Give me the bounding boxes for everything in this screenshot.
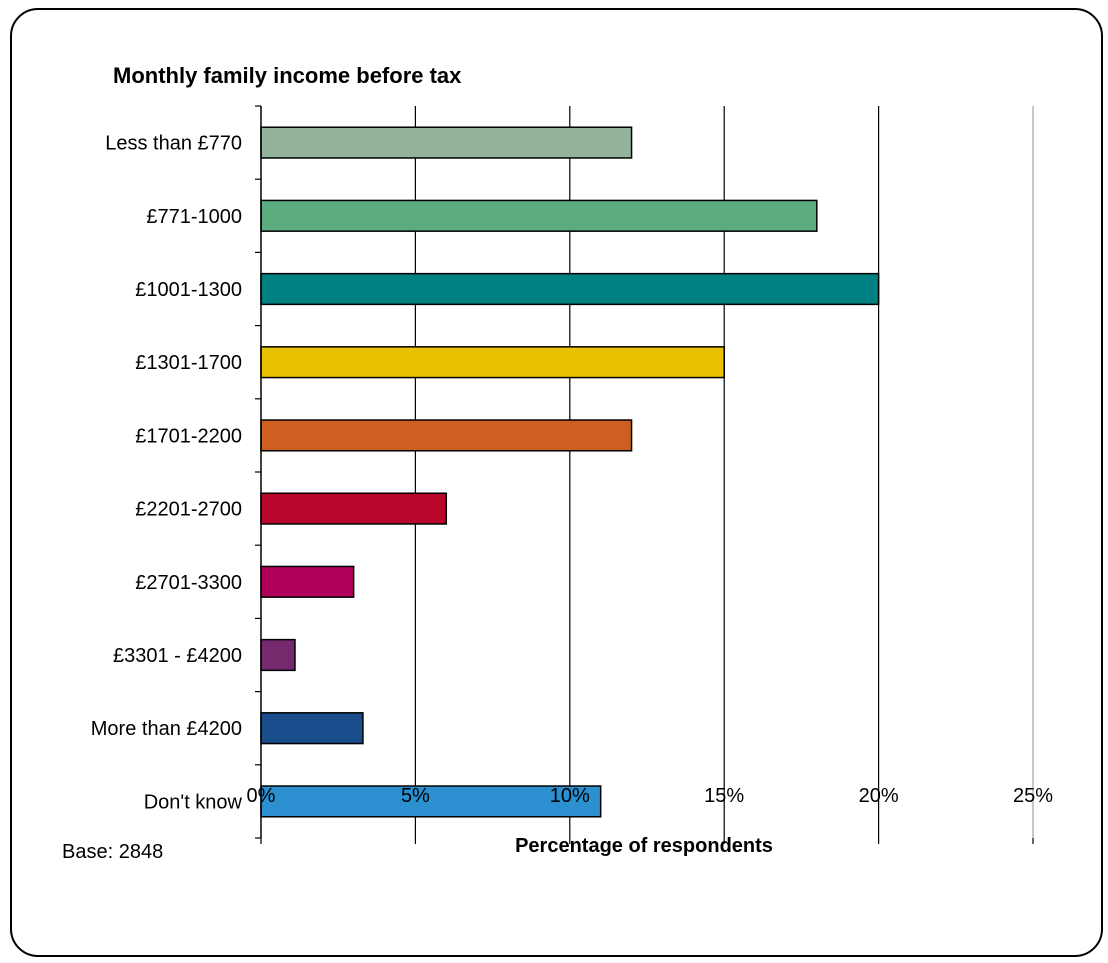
category-label: Less than £770 <box>105 133 242 155</box>
bar <box>260 712 364 745</box>
bar <box>260 565 355 598</box>
bar <box>260 346 725 379</box>
category-label: More than £4200 <box>91 718 242 740</box>
category-label: £2201-2700 <box>135 499 242 521</box>
bar <box>260 419 633 452</box>
x-tick-label: 10% <box>550 785 590 807</box>
category-labels: Less than £770 £771-1000 £1001-1300 £1301-1… <box>91 133 243 814</box>
bar <box>260 492 448 525</box>
chart-title: Monthly family income before tax <box>113 63 462 88</box>
category-label: £3301 - £4200 <box>113 645 242 667</box>
bar <box>260 199 818 232</box>
bar <box>260 272 880 306</box>
base-note: Base: 2848 <box>62 841 163 863</box>
category-label: Don't know <box>144 791 243 813</box>
x-tick-label: 0% <box>247 785 276 807</box>
category-label: £1301-1700 <box>135 352 242 374</box>
axes <box>255 105 1034 844</box>
x-tick-label: 15% <box>704 785 744 807</box>
bar <box>260 638 296 672</box>
bar <box>260 785 602 818</box>
x-tick-label: 20% <box>859 785 899 807</box>
category-label: £2701-3300 <box>135 572 242 594</box>
category-label: £771-1000 <box>146 206 242 228</box>
x-tick-label: 5% <box>401 785 430 807</box>
category-label: £1701-2200 <box>135 425 242 447</box>
x-axis-title: Percentage of respondents <box>515 835 773 857</box>
x-tick-labels: 0% 5% 10% 15% 20% 25% <box>247 785 1054 807</box>
category-label: £1001-1300 <box>135 279 242 301</box>
bar <box>260 126 633 159</box>
x-tick-label: 25% <box>1013 785 1053 807</box>
